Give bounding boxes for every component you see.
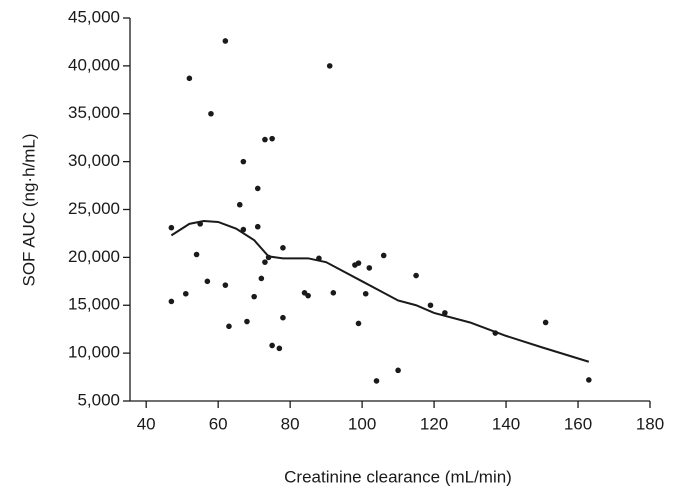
point bbox=[362, 290, 369, 297]
point bbox=[197, 221, 203, 227]
point bbox=[226, 323, 232, 330]
y-tick-label: 15,000 bbox=[68, 295, 120, 314]
point bbox=[586, 377, 592, 383]
point bbox=[222, 282, 229, 288]
point bbox=[240, 226, 247, 233]
fit-line bbox=[170, 219, 590, 363]
point bbox=[380, 252, 387, 259]
point bbox=[262, 259, 268, 265]
y-tick-label: 40,000 bbox=[68, 55, 120, 74]
y-tick-label: 30,000 bbox=[68, 151, 120, 170]
point bbox=[182, 290, 189, 297]
point bbox=[305, 292, 311, 299]
x-tick-label: 120 bbox=[420, 414, 448, 433]
point bbox=[254, 223, 261, 230]
point bbox=[316, 255, 322, 262]
point bbox=[258, 275, 265, 282]
point bbox=[193, 251, 200, 258]
x-tick-label: 140 bbox=[492, 414, 520, 433]
point bbox=[542, 319, 549, 326]
y-tick-label: 25,000 bbox=[68, 199, 120, 218]
y-tick-label: 35,000 bbox=[68, 103, 120, 122]
point bbox=[236, 201, 243, 208]
point bbox=[251, 293, 257, 300]
point bbox=[265, 254, 272, 261]
point bbox=[222, 38, 229, 44]
point bbox=[427, 302, 434, 309]
point bbox=[492, 330, 499, 336]
point bbox=[240, 158, 247, 165]
point bbox=[262, 136, 268, 143]
point bbox=[330, 290, 337, 296]
point bbox=[186, 75, 193, 82]
y-tick-label: 10,000 bbox=[68, 343, 120, 362]
point bbox=[413, 272, 419, 279]
point bbox=[373, 378, 380, 384]
y-tick-label: 20,000 bbox=[68, 247, 120, 266]
point bbox=[395, 367, 401, 374]
point bbox=[168, 224, 175, 231]
point bbox=[442, 310, 448, 316]
y-axis-label: SOF AUC (ng·h/mL) bbox=[19, 133, 38, 286]
point bbox=[355, 260, 362, 266]
x-tick-label: 100 bbox=[348, 414, 376, 433]
point bbox=[326, 63, 333, 69]
point bbox=[244, 318, 250, 325]
point bbox=[280, 245, 286, 251]
point bbox=[366, 265, 373, 271]
y-tick-label: 45,000 bbox=[68, 7, 120, 26]
x-axis-label: Creatinine clearance (mL/min) bbox=[284, 467, 512, 486]
point bbox=[168, 298, 175, 305]
point bbox=[204, 278, 211, 285]
point bbox=[269, 135, 275, 142]
point bbox=[254, 185, 261, 192]
y-tick-label: 5,000 bbox=[77, 390, 120, 409]
point bbox=[355, 320, 362, 327]
x-tick-label: 40 bbox=[137, 414, 156, 433]
point bbox=[208, 110, 214, 117]
x-tick-label: 180 bbox=[636, 414, 664, 433]
point bbox=[276, 345, 283, 352]
point bbox=[269, 342, 275, 349]
point bbox=[280, 314, 286, 321]
x-tick-label: 80 bbox=[281, 414, 300, 433]
x-tick-label: 60 bbox=[209, 414, 228, 433]
x-tick-label: 160 bbox=[564, 414, 592, 433]
